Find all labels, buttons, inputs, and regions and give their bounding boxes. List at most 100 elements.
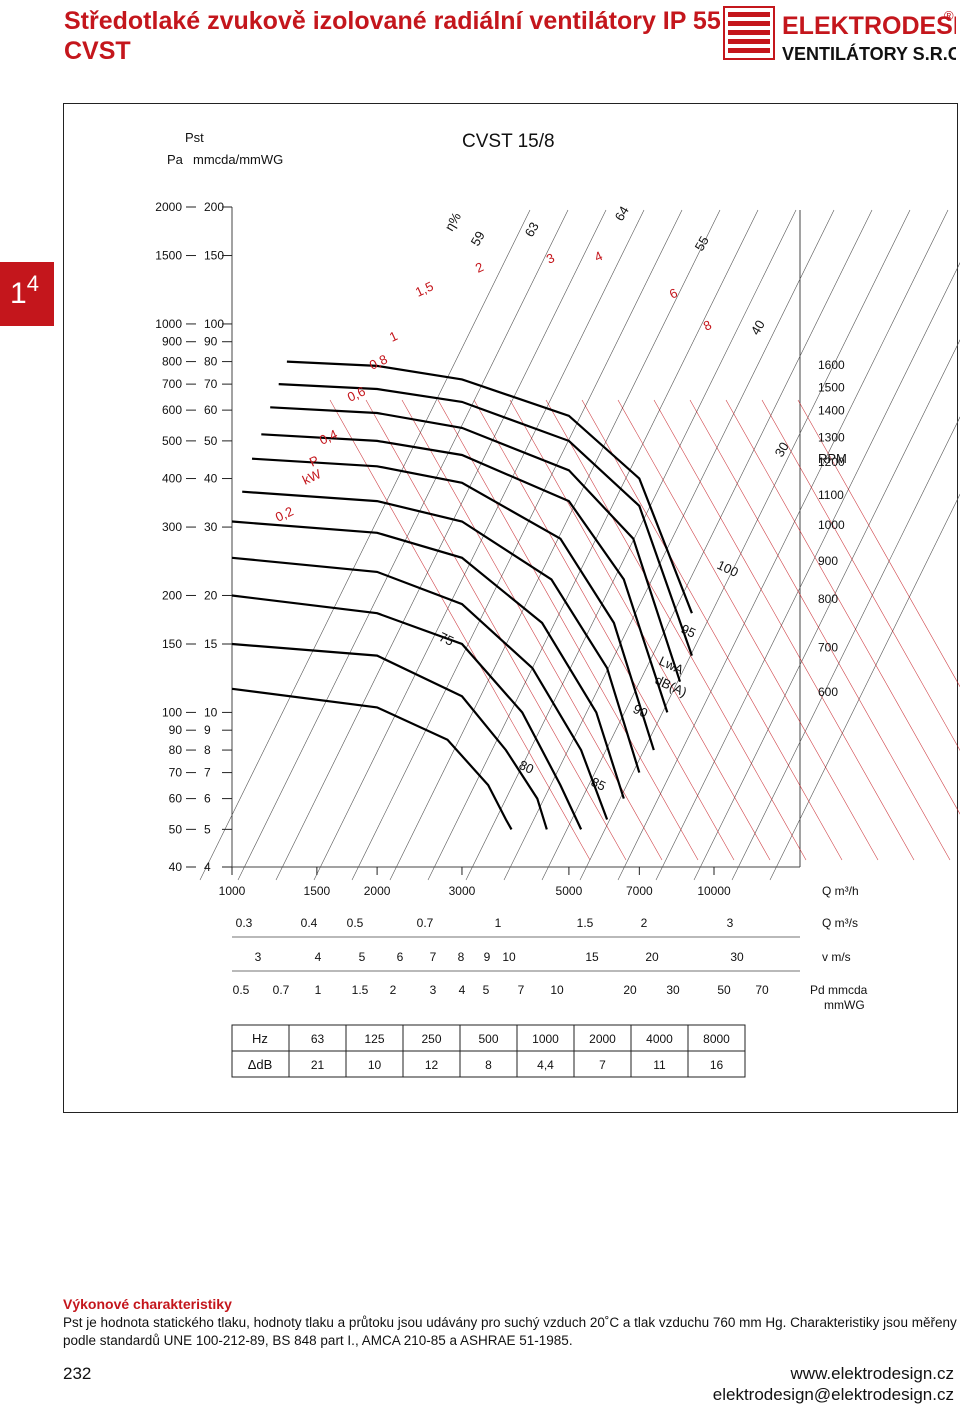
y-tick-mm: 7 (204, 766, 211, 780)
x-tick-m3h: 1000 (219, 884, 246, 898)
system-line (693, 339, 960, 881)
email-link[interactable]: elektrodesign@elektrodesign.cz (712, 1385, 954, 1404)
efficiency-label: η% (442, 209, 465, 233)
efficiency-label: 59 (468, 228, 488, 248)
y-tick-mm: 8 (204, 743, 211, 757)
rpm-label: 1000 (818, 518, 845, 532)
octave-hz-value: 4000 (646, 1032, 673, 1046)
x-label-vms: v m/s (822, 950, 851, 964)
noise-label: 75 (437, 629, 456, 649)
rpm-label: 600 (818, 685, 838, 699)
system-line (731, 416, 960, 881)
system-line (541, 209, 873, 881)
y-tick-pa: 1000 (155, 317, 182, 331)
rpm-label: 1500 (818, 381, 845, 395)
power-label: 0,6 (345, 383, 368, 404)
noise-label: 90 (631, 701, 650, 721)
power-label: 0,8 (367, 351, 390, 372)
rpm-label: 700 (818, 640, 838, 654)
x-label-m3s: Q m³/s (822, 916, 858, 930)
system-line (199, 209, 531, 881)
power-line (581, 399, 843, 861)
system-line (503, 209, 835, 881)
x-tick-pd: 3 (430, 983, 437, 997)
y-tick-pa: 500 (162, 434, 182, 448)
footer-title: Výkonové charakteristiky (63, 1296, 232, 1312)
section-tab-sup: 4 (26, 271, 39, 296)
x-tick-pd: 5 (483, 983, 490, 997)
y-tick-pa: 900 (162, 335, 182, 349)
x-tick-pd: 10 (550, 983, 564, 997)
power-line (617, 399, 879, 861)
page-title-line1: Středotlaké zvukově izolované radiální v… (64, 7, 721, 35)
y-tick-pa: 800 (162, 355, 182, 369)
x-tick-m3h: 10000 (697, 884, 731, 898)
y-tick-mm: 15 (204, 637, 218, 651)
system-line (579, 209, 911, 881)
x-tick-m3h: 2000 (364, 884, 391, 898)
x-tick-m3s: 0.4 (301, 916, 318, 930)
y-tick-mm: 10 (204, 705, 218, 719)
y-tick-mm: 9 (204, 723, 211, 737)
x-tick-vms: 6 (397, 950, 404, 964)
y-tick-pa: 90 (169, 723, 183, 737)
fan-curve-1000 (231, 520, 625, 799)
x-tick-pd: 4 (459, 983, 466, 997)
power-line (797, 399, 960, 688)
x-tick-pd: 20 (623, 983, 637, 997)
rpm-label: 1400 (818, 404, 845, 418)
x-tick-pd: 1 (315, 983, 322, 997)
rpm-label: 1100 (818, 488, 844, 502)
efficiency-label: 30 (772, 439, 792, 459)
chart-title: CVST 15/8 (462, 131, 555, 152)
power-label: kW (300, 466, 324, 488)
fan-curve-1500 (278, 383, 693, 656)
y-tick-pa: 600 (162, 403, 182, 417)
system-line (237, 209, 569, 881)
system-line (427, 209, 759, 881)
fan-curve-1200 (251, 457, 655, 751)
octave-hz-value: 125 (364, 1032, 384, 1046)
power-line (365, 399, 627, 861)
x-tick-pd: 30 (666, 983, 680, 997)
logo-text: ELEKTRODESIGN (782, 12, 956, 40)
x-tick-m3h: 5000 (556, 884, 583, 898)
y-tick-mm: 20 (204, 588, 218, 602)
x-tick-pd: 70 (755, 983, 769, 997)
power-label: 4 (592, 248, 605, 265)
octave-db-value: 21 (311, 1058, 325, 1072)
power-line (437, 399, 699, 861)
fan-curve-1100 (242, 490, 641, 773)
noise-label: 85 (589, 774, 608, 794)
power-label: 0,4 (317, 426, 340, 447)
rpm-label: 1200 (818, 455, 845, 469)
power-label: 2 (473, 259, 486, 276)
octave-table-db-label: ΔdB (248, 1057, 273, 1072)
y-axis-label-pa: Pa (167, 152, 184, 167)
x-tick-vms: 5 (359, 950, 366, 964)
fan-curve-700 (231, 642, 548, 830)
x-tick-vms: 4 (315, 950, 322, 964)
y-tick-pa: 50 (169, 822, 183, 836)
power-label: 8 (701, 317, 714, 334)
rpm-label: 1600 (818, 358, 845, 372)
x-tick-vms: 30 (730, 950, 744, 964)
efficiency-label: 63 (522, 219, 542, 239)
y-tick-pa: 80 (169, 743, 183, 757)
noise-label: 100 (715, 557, 741, 580)
x-tick-m3s: 0.7 (417, 916, 434, 930)
octave-db-value: 11 (653, 1058, 666, 1072)
octave-db-value: 12 (425, 1058, 439, 1072)
x-tick-pd: 7 (518, 983, 525, 997)
octave-db-value: 10 (368, 1058, 382, 1072)
fan-curve-800 (231, 594, 583, 830)
x-tick-vms: 9 (484, 950, 491, 964)
website-link[interactable]: www.elektrodesign.cz (790, 1364, 954, 1383)
y-tick-mm: 70 (204, 377, 218, 391)
x-tick-m3s: 3 (727, 916, 734, 930)
rpm-axis-label: RPM (818, 451, 847, 466)
bottom-scales: 1000 1500 2000 3000 5000 7000 10000 Q m³/h 0.3 0.… (219, 867, 868, 1012)
company-logo: ELEKTRODESIGN ® VENTILÁTORY S.R.O. (723, 6, 956, 64)
power-label: 3 (544, 250, 557, 267)
section-tab-number: 1 (10, 277, 27, 310)
